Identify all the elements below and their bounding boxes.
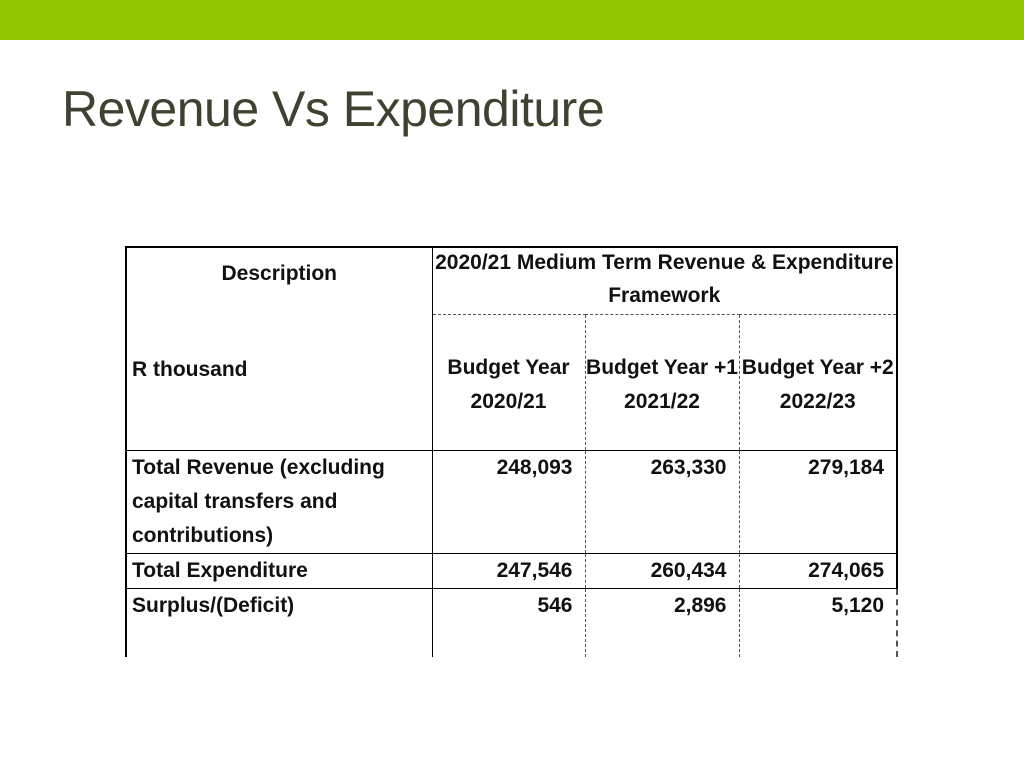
table-row: Total Revenue (excluding capital transfe… [125, 450, 899, 554]
table-cell: 546 [432, 588, 586, 657]
column-header-cell: Budget Year +2 2022/23 [739, 314, 899, 451]
column-header: Budget Year +1 2021/22 [586, 356, 738, 413]
row-label: Surplus/(Deficit) [125, 588, 433, 657]
table-cell: 247,546 [432, 553, 586, 589]
table-cell: 2,896 [585, 588, 740, 657]
budget-table: Description R thousand 2020/21 Medium Te… [125, 246, 899, 657]
table-cell: 279,184 [739, 450, 899, 554]
table-row: Surplus/(Deficit) 546 2,896 5,120 [125, 588, 899, 657]
table-cell: 274,065 [739, 553, 899, 589]
header-row-group: Description R thousand 2020/21 Medium Te… [125, 246, 899, 451]
row-label: Total Revenue (excluding capital transfe… [125, 450, 433, 554]
slide-title: Revenue Vs Expenditure [62, 81, 605, 137]
description-header: Description [221, 262, 338, 285]
column-header: Budget Year 2020/21 [447, 356, 570, 413]
table-cell: 5,120 [739, 588, 899, 657]
units-header: R thousand [132, 358, 248, 381]
table-cell: 260,434 [585, 553, 740, 589]
column-header-cell: Budget Year 2020/21 [432, 314, 586, 451]
column-header-cell: Budget Year +1 2021/22 [585, 314, 740, 451]
description-header-cell: Description R thousand [125, 246, 433, 451]
column-header: Budget Year +2 2022/23 [741, 356, 894, 413]
header-row-columns: Budget Year 2020/21 Budget Year +1 2021/… [126, 314, 899, 451]
table-cell: 248,093 [432, 450, 586, 554]
framework-group-header: 2020/21 Medium Term Revenue & Expenditur… [435, 251, 894, 307]
table-cell: 263,330 [585, 450, 740, 554]
top-accent-bar [0, 0, 1024, 40]
row-label: Total Expenditure [125, 553, 433, 589]
table-row: Total Expenditure 247,546 260,434 274,06… [125, 553, 899, 589]
budget-table-container: Description R thousand 2020/21 Medium Te… [125, 246, 900, 657]
framework-group-header-cell: 2020/21 Medium Term Revenue & Expenditur… [432, 246, 899, 315]
